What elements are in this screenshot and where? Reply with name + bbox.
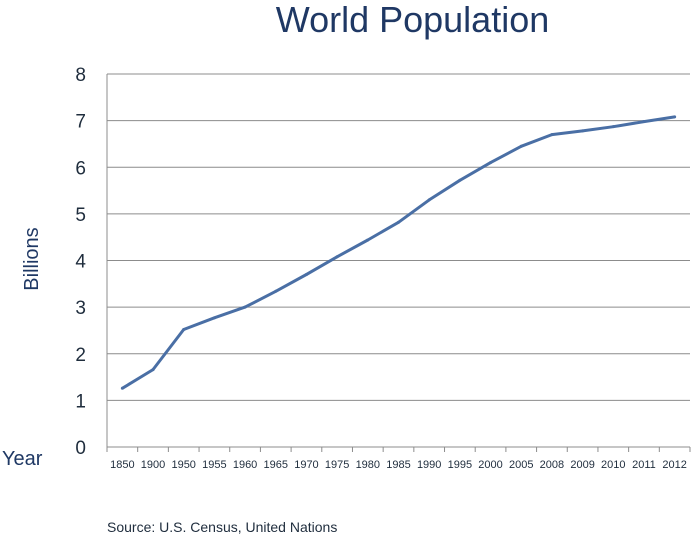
- x-tick-label: 1975: [325, 459, 349, 471]
- y-tick-label: 8: [75, 65, 86, 86]
- x-tick-label: 1980: [356, 459, 380, 471]
- x-tick-label: 1850: [110, 459, 134, 471]
- data-point: [550, 133, 554, 137]
- x-tick-label: 1955: [202, 459, 226, 471]
- y-tick-label: 1: [75, 391, 86, 412]
- data-point: [366, 238, 370, 242]
- y-tick-label: 2: [75, 345, 86, 366]
- chart-title: World Population: [275, 0, 550, 40]
- series-line: [121, 115, 675, 390]
- y-tick-label: 7: [75, 112, 86, 133]
- x-tick-label: 1950: [171, 459, 195, 471]
- data-point: [673, 115, 677, 119]
- x-axis-label: Year: [2, 448, 43, 470]
- data-point: [182, 328, 186, 332]
- data-point: [274, 289, 278, 293]
- data-point: [243, 305, 247, 309]
- data-point: [489, 161, 493, 165]
- y-tick-label: 0: [75, 438, 86, 459]
- x-tick-label: 1965: [264, 459, 288, 471]
- y-tick-label: 4: [75, 252, 86, 273]
- data-point: [642, 120, 646, 124]
- x-tick-label: 1970: [294, 459, 318, 471]
- x-tick-label: 1995: [448, 459, 472, 471]
- x-tick-label: 2011: [632, 459, 656, 471]
- data-point: [151, 368, 155, 372]
- x-tick-label: 1990: [417, 459, 441, 471]
- data-point: [519, 144, 523, 148]
- data-point: [212, 316, 216, 320]
- data-point: [581, 129, 585, 133]
- data-point: [427, 198, 431, 202]
- data-point: [611, 125, 615, 129]
- y-tick-label: 5: [75, 205, 86, 226]
- source-note: Source: U.S. Census, United Nations: [107, 519, 338, 535]
- x-tick-label: 2005: [509, 459, 533, 471]
- x-tick-label: 2000: [478, 459, 502, 471]
- x-tick-label: 2008: [540, 459, 564, 471]
- y-tick-label: 6: [75, 158, 86, 179]
- data-point: [397, 220, 400, 224]
- x-tick-label: 2012: [662, 459, 686, 471]
- x-tick-label: 2009: [570, 459, 594, 471]
- y-tick-label: 3: [75, 298, 86, 319]
- x-tick-label: 2010: [601, 459, 625, 471]
- data-point: [304, 272, 308, 276]
- data-point: [458, 178, 462, 182]
- x-tick-label: 1985: [386, 459, 410, 471]
- data-point: [335, 255, 339, 259]
- data-point: [120, 386, 124, 390]
- x-tick-label: 1900: [141, 459, 165, 471]
- y-axis-label: Billions: [21, 227, 43, 290]
- x-tick-label: 1960: [233, 459, 257, 471]
